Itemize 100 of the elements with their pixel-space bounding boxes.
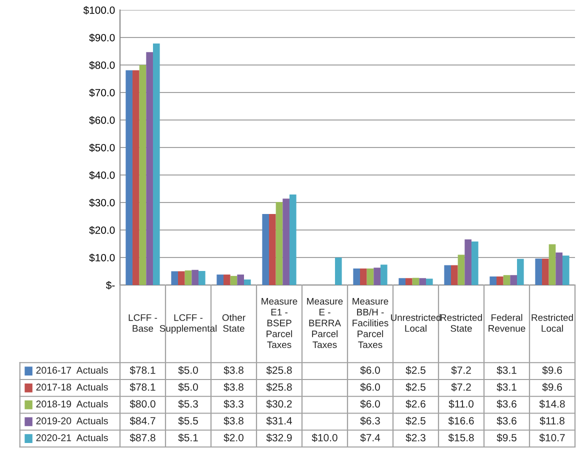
data-label: $5.0 (178, 366, 198, 374)
bar (366, 268, 374, 285)
data-label: $10.0 (312, 434, 338, 442)
legend-label: 2020-21 Actuals (36, 434, 108, 442)
data-label: $11.0 (448, 400, 474, 408)
bar (171, 271, 178, 285)
data-label: $7.4 (360, 434, 380, 442)
x-tick-label: Restricted State (440, 314, 482, 332)
bar (216, 274, 224, 285)
data-label: $87.8 (130, 434, 156, 442)
data-label: $9.5 (496, 434, 516, 442)
data-label: $2.6 (406, 400, 426, 408)
bar (244, 280, 251, 285)
bar (496, 276, 504, 285)
data-label: $2.5 (406, 416, 426, 426)
bar (237, 274, 244, 285)
bar (398, 278, 406, 285)
y-tick-label: $- (106, 281, 115, 290)
data-label: $2.3 (406, 434, 426, 442)
bar (542, 258, 549, 285)
y-tick-label: $20.0 (89, 226, 115, 234)
data-label: $3.8 (224, 382, 244, 392)
bar (374, 268, 380, 285)
x-tick-label: Measure E - BERRA Parcel Taxes (307, 298, 343, 348)
bar (535, 258, 542, 285)
data-label: $2.5 (406, 382, 426, 392)
data-label: $25.8 (266, 382, 292, 392)
bar (419, 278, 426, 285)
bar (334, 258, 342, 285)
data-label: $3.6 (496, 400, 516, 408)
y-tick-label: $60.0 (89, 116, 115, 124)
data-label: $5.0 (178, 382, 198, 392)
y-tick-label: $50.0 (89, 144, 115, 152)
y-tick-label: $40.0 (89, 171, 115, 180)
y-tick-label: $90.0 (89, 34, 115, 42)
data-label: $11.8 (540, 416, 564, 426)
data-label: $78.1 (130, 366, 156, 374)
bar (152, 44, 160, 285)
legend-label: 2017-18 Actuals (36, 383, 108, 391)
bar (262, 214, 270, 285)
data-label: $14.8 (539, 400, 565, 408)
bar (380, 264, 388, 285)
y-tick-label: $80.0 (89, 61, 115, 70)
bar (192, 270, 198, 285)
data-label: $3.1 (496, 382, 516, 392)
bar (276, 202, 283, 285)
data-label: $84.7 (130, 416, 156, 426)
bar (132, 70, 140, 285)
bar (444, 265, 452, 285)
bar (426, 278, 433, 285)
legend-label: 2019-20 Actuals (36, 417, 108, 424)
bar (406, 278, 412, 285)
data-label: $5.1 (178, 434, 198, 442)
data-label: $25.8 (266, 366, 292, 374)
x-tick-label: Unrestricted Local (391, 314, 441, 332)
bar (471, 242, 478, 285)
bar (146, 52, 153, 285)
data-label: $3.1 (496, 366, 516, 374)
data-label: $32.9 (266, 434, 292, 442)
data-label: $80.0 (130, 400, 156, 408)
y-tick-label: $70.0 (89, 88, 115, 97)
bar (451, 265, 458, 285)
x-tick-label: Federal Revenue (488, 314, 526, 332)
bar (464, 239, 472, 285)
bar (490, 276, 497, 285)
bar (139, 65, 146, 285)
bar (556, 252, 562, 285)
data-label: $78.1 (130, 382, 156, 392)
data-label: $3.8 (224, 416, 244, 426)
legend-label: 2018-19 Actuals (36, 400, 108, 408)
bar (360, 268, 367, 285)
data-label: $2.0 (224, 434, 244, 442)
data-label: $30.2 (266, 400, 292, 408)
legend-label: 2016-17 Actuals (36, 366, 108, 374)
y-tick-label: $10.0 (89, 254, 115, 262)
bar (224, 274, 230, 285)
data-label: $16.6 (448, 416, 474, 426)
bar (412, 278, 420, 285)
data-label: $6.0 (360, 382, 380, 392)
data-label: $9.6 (542, 382, 562, 392)
data-label: $7.2 (451, 382, 471, 392)
data-label: $2.5 (406, 366, 426, 374)
bar (198, 270, 206, 285)
bar (516, 258, 524, 285)
data-label: $9.6 (542, 366, 562, 374)
bar (503, 275, 510, 285)
data-label: $6.3 (360, 416, 380, 426)
data-label: $3.8 (224, 366, 244, 374)
bar (269, 214, 276, 285)
data-label: $10.7 (539, 434, 565, 442)
y-tick-label: $100.0 (83, 6, 115, 14)
data-label: $7.2 (451, 366, 471, 374)
data-label: $6.0 (360, 400, 380, 408)
bar (562, 256, 570, 285)
data-label: $15.8 (448, 434, 474, 442)
x-tick-label: Restricted Local (532, 314, 573, 332)
data-label: $31.4 (266, 416, 292, 426)
x-tick-label: Measure BB/H - Facilities Parcel Taxes (352, 298, 388, 348)
x-tick-label: Measure E1 - BSEP Parcel Taxes (262, 298, 298, 348)
data-label: $3.3 (224, 400, 244, 408)
